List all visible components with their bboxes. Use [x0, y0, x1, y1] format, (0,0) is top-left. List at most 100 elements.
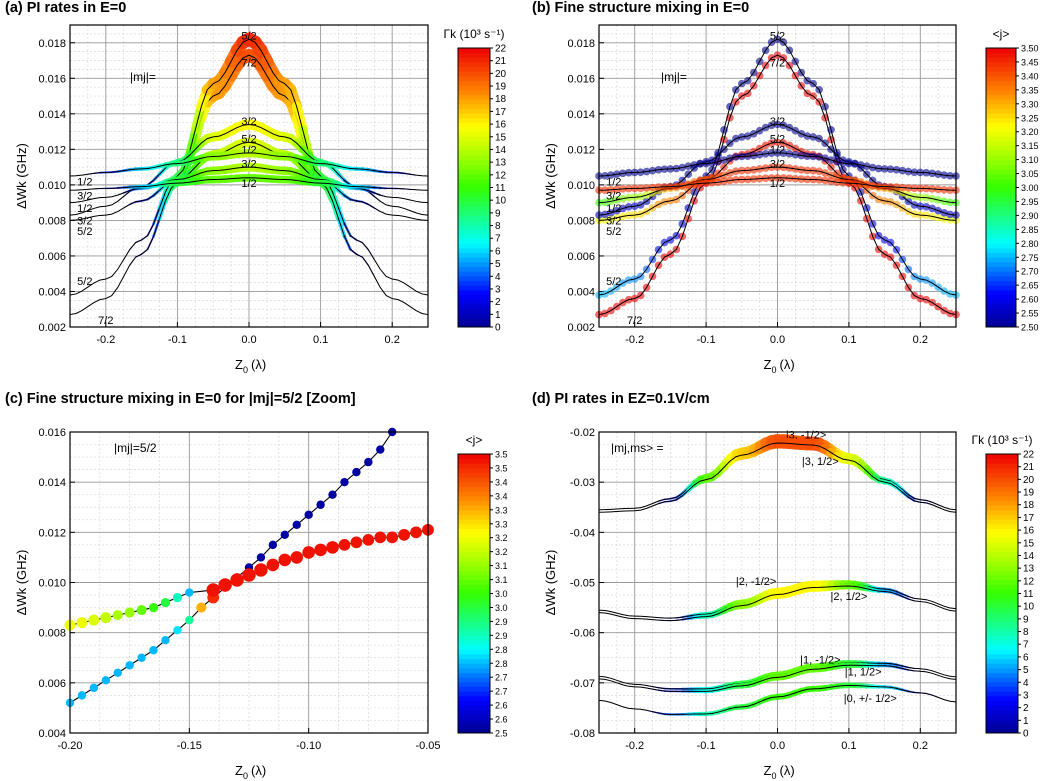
colorbar-segment [986, 537, 1018, 543]
data-point [254, 563, 268, 577]
series-5: 3/2 1/2 [595, 173, 960, 203]
curve-label: 7/2 [98, 315, 113, 327]
series-line [598, 141, 957, 221]
series-1: |3, 1/2> [598, 437, 957, 513]
colorbar-segment [986, 150, 1016, 156]
colorbar-segment [986, 322, 1016, 328]
colorbar-segment [986, 145, 1016, 151]
plot-frame [598, 24, 957, 328]
series-0: 7/2 7/2 [595, 51, 960, 327]
colorbar-segment [458, 303, 490, 309]
colorbar-tick-label: 7 [495, 234, 501, 245]
colorbar-segment [458, 691, 490, 697]
colorbar-segment [458, 519, 490, 525]
colorbar-segment [986, 127, 1016, 133]
colorbar-segment [458, 616, 490, 622]
data-point [364, 457, 373, 467]
colorbar-segment [986, 113, 1016, 119]
colorbar-segment [986, 626, 1018, 632]
data-point [172, 592, 183, 603]
x-tick-label: -0.20 [57, 740, 82, 752]
data-point [112, 610, 123, 621]
colorbar-tick-label: 8 [1023, 627, 1029, 638]
colorbar-tick-label: 5 [495, 259, 501, 270]
colorbar-segment [458, 560, 490, 567]
data-point [230, 573, 244, 587]
colorbar-segment [986, 663, 1018, 669]
curve-label: |3, 1/2> [802, 456, 839, 468]
colorbar-tick-label: 3.3 [495, 505, 508, 515]
colorbar-segment [458, 66, 490, 72]
series-5: 3/2 1/2 [69, 173, 429, 203]
y-tick-label: 0.014 [38, 477, 66, 489]
curve-label: 5/2 [241, 134, 256, 146]
colorbar-tick-label: 19 [495, 82, 507, 93]
colorbar-tick-label: 2 [495, 297, 501, 308]
colorbar-tick-label: 2.70 [1021, 267, 1039, 277]
colorbar-tick-label: 7 [1023, 640, 1029, 651]
series-line [598, 177, 957, 191]
colorbar-segment [986, 266, 1016, 272]
colorbar-segment [986, 500, 1018, 506]
colorbar: 2.5 2.6 2.6 2.7 2.7 2.8 2.8 2.9 2.9 3.0 3.0 3.1 3.1 3… [457, 450, 508, 739]
colorbar-segment [986, 257, 1016, 263]
colorbar-segment [986, 94, 1016, 100]
data-point [290, 551, 304, 564]
colorbar-tick-label: 3.0 [495, 589, 508, 599]
data-point [304, 510, 313, 519]
curve-label: 5/2 [77, 226, 92, 238]
colorbar-segment [458, 238, 490, 244]
colorbar-tick-label: 3.3 [495, 519, 508, 529]
colorbar-segment [458, 52, 490, 58]
colorbar: 2.50 2.55 2.60 2.65 2.70 2.75 2.80 2.85 2.90 2.95… [985, 44, 1039, 333]
colorbar-tick-label: 3.50 [1021, 44, 1039, 54]
colorbar-segment [458, 481, 490, 488]
data-point [268, 540, 278, 550]
colorbar-segment [986, 99, 1016, 105]
colorbar-tick-label: 18 [495, 94, 507, 105]
colorbar-segment [458, 99, 490, 105]
colorbar-tick-label: 22 [495, 44, 507, 55]
panel-a: (a) PI rates in E=0 7/2 7/2 5/2 5/2 5/2 5/2 3/… [0, 0, 528, 390]
colorbar-segment [458, 709, 490, 715]
curve-label: 1/2 [241, 144, 256, 156]
colorbar-tick-label: 15 [1023, 538, 1035, 549]
curve-label: 3/2 [77, 191, 92, 203]
colorbar-segment [458, 695, 490, 701]
colorbar-segment [986, 574, 1018, 581]
colorbar-segment [986, 285, 1016, 291]
curve-label: 7/2 [627, 315, 642, 327]
plot-area: 7/27/25/25/25/25/23/23/21/23/23/21/21/21… [69, 24, 429, 328]
colorbar-segment [986, 728, 1018, 734]
y-tick-label: 0.006 [38, 678, 66, 690]
series-6: |0, +/- 1/2> [598, 682, 957, 717]
colorbar-segment [986, 57, 1016, 63]
colorbar-tick-label: 3.25 [1021, 113, 1039, 123]
colorbar-tick-label: 4 [495, 272, 501, 283]
colorbar-tick-label: 14 [495, 145, 507, 156]
colorbar-segment [986, 247, 1016, 254]
colorbar-tick-label: 8 [495, 221, 501, 232]
colorbar-segment [986, 220, 1016, 226]
y-axis-label: ΔWk (GHz) [543, 550, 558, 616]
data-point [256, 553, 266, 562]
colorbar-segment [458, 145, 490, 151]
data-point [376, 445, 385, 454]
colorbar-segment [986, 303, 1016, 309]
colorbar-segment [458, 289, 490, 295]
colorbar-segment [458, 565, 490, 571]
colorbar-tick-label: 2.6 [495, 701, 508, 711]
chart-d: |3, -1/2>|3, 1/2>|2, -1/2>|2, 1/2>|1, -1… [543, 427, 1035, 781]
colorbar-segment [458, 667, 490, 674]
data-point [149, 646, 158, 655]
plot-area [64, 427, 434, 734]
colorbar-segment [986, 533, 1018, 539]
colorbar-segment [986, 131, 1016, 137]
colorbar-segment [986, 579, 1018, 585]
data-point [374, 531, 387, 544]
colorbar-segment [986, 644, 1018, 650]
colorbar-segment [986, 695, 1018, 701]
x-tick-label: -0.1 [168, 334, 187, 346]
colorbar-segment [458, 486, 490, 492]
data-point [292, 520, 301, 530]
